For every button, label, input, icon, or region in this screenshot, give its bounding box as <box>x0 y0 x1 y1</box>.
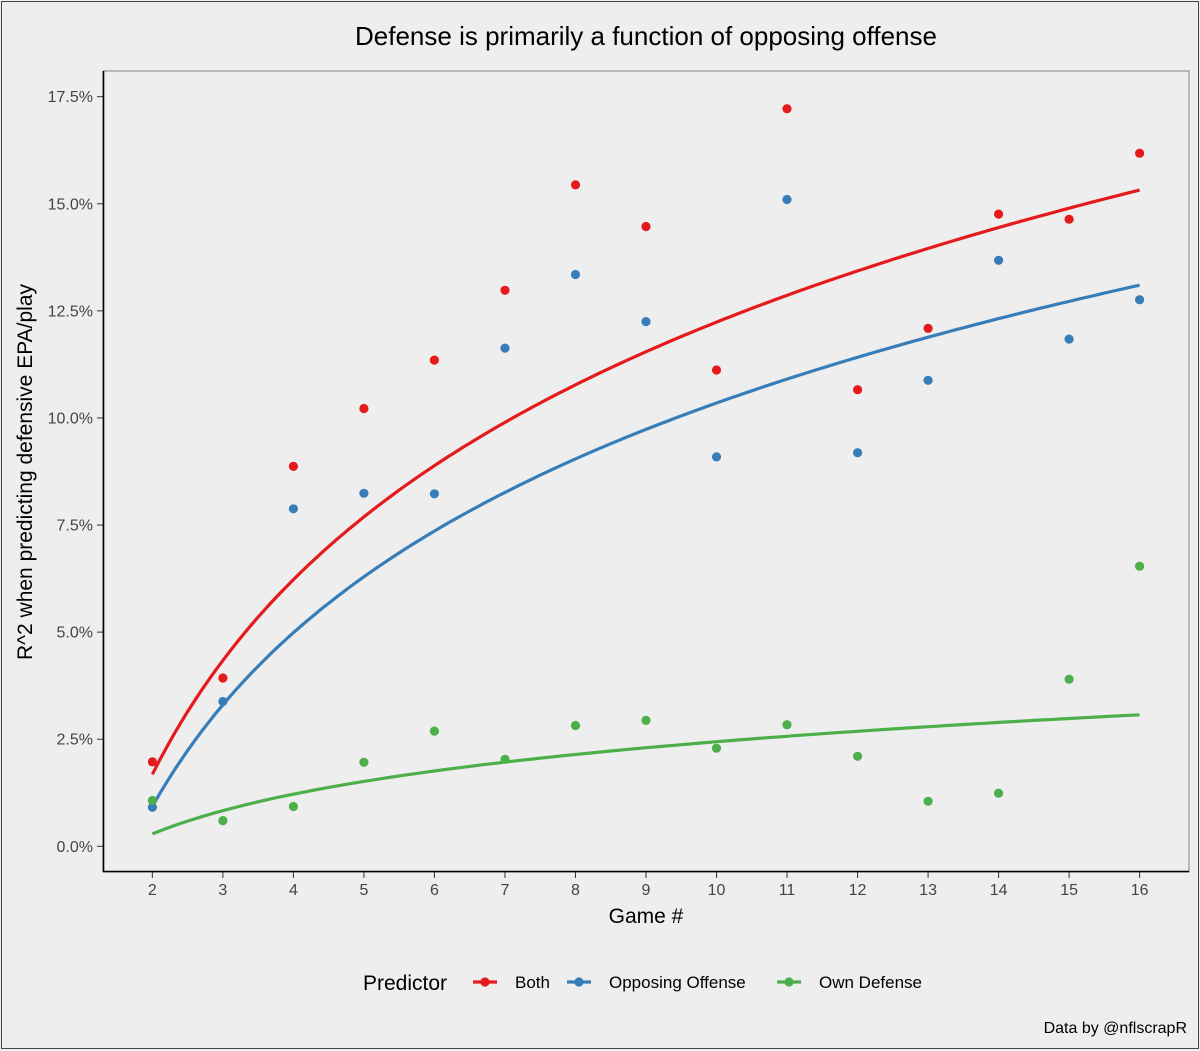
legend-key-point <box>480 977 490 987</box>
x-tick-label: 13 <box>919 882 937 899</box>
point-own-defense <box>853 751 863 761</box>
point-own-defense <box>359 757 369 767</box>
point-both <box>1064 214 1074 224</box>
legend-label: Both <box>515 973 550 992</box>
point-opposing-offense <box>147 802 157 812</box>
point-own-defense <box>218 816 228 826</box>
legend-key-point <box>574 977 584 987</box>
trend-line-own-defense <box>151 713 1140 836</box>
point-both <box>288 461 298 471</box>
point-opposing-offense <box>429 489 439 499</box>
legend-key-point <box>784 977 794 987</box>
x-tick-label: 15 <box>1060 882 1078 899</box>
point-both <box>923 323 933 333</box>
point-opposing-offense <box>782 194 792 205</box>
legend-label: Own Defense <box>819 973 922 992</box>
point-own-defense <box>1064 674 1074 684</box>
x-tick-label: 11 <box>779 882 796 899</box>
y-tick-label: 5.0% <box>57 625 93 642</box>
point-opposing-offense <box>853 448 863 458</box>
point-both <box>994 209 1004 219</box>
point-both <box>853 385 863 395</box>
point-both <box>570 180 581 190</box>
point-both <box>1135 148 1145 158</box>
x-tick-label: 5 <box>359 882 368 899</box>
x-tick-label: 2 <box>148 882 157 899</box>
point-own-defense <box>1135 561 1145 571</box>
point-both <box>500 285 510 295</box>
x-tick-label: 4 <box>289 882 298 899</box>
x-tick-label: 3 <box>218 882 227 899</box>
y-tick-label: 17.5% <box>48 89 93 106</box>
point-own-defense <box>288 801 298 812</box>
point-own-defense <box>641 715 651 726</box>
point-opposing-offense <box>288 504 298 514</box>
x-tick-label: 12 <box>849 882 867 899</box>
point-both <box>359 403 369 414</box>
point-both <box>782 104 792 114</box>
x-tick-label: 9 <box>642 882 651 899</box>
x-tick-label: 8 <box>571 882 580 899</box>
legend-label: Opposing Offense <box>609 973 746 992</box>
point-opposing-offense <box>218 696 228 707</box>
y-axis-title: R^2 when predicting defensive EPA/play <box>14 283 37 660</box>
point-both <box>711 365 722 375</box>
trend-line-opposing-offense <box>151 283 1140 808</box>
point-opposing-offense <box>711 452 722 462</box>
x-tick-label: 7 <box>501 882 510 899</box>
trend-lines <box>150 188 1140 836</box>
point-opposing-offense <box>994 255 1004 265</box>
point-own-defense <box>923 796 933 806</box>
point-own-defense <box>570 720 581 731</box>
x-axis-title: Game # <box>609 905 684 928</box>
x-tick-label: 10 <box>708 882 726 899</box>
point-opposing-offense <box>570 269 581 280</box>
point-opposing-offense <box>641 317 651 327</box>
point-both <box>147 757 157 767</box>
chart-title: Defense is primarily a function of oppos… <box>355 21 937 51</box>
point-both <box>429 355 439 365</box>
point-opposing-offense <box>359 488 369 498</box>
x-tick-label: 14 <box>990 882 1008 899</box>
x-tick-label: 6 <box>430 882 439 899</box>
point-own-defense <box>711 743 722 753</box>
legend-items: Both Opposing Offense Own Defense <box>473 973 922 992</box>
trend-line-both <box>150 188 1140 776</box>
legend: Predictor Both Opposing Offense Own Defens… <box>363 972 922 995</box>
data-points <box>147 104 1145 826</box>
point-opposing-offense <box>923 375 933 385</box>
point-own-defense <box>147 795 157 806</box>
point-own-defense <box>500 754 510 764</box>
y-tick-label: 12.5% <box>48 303 93 320</box>
point-opposing-offense <box>500 343 510 353</box>
point-opposing-offense <box>1135 295 1145 305</box>
x-axis-ticks: 2 3 4 5 6 7 8 9 10 11 12 13 14 15 16 <box>148 872 1149 899</box>
caption: Data by @nflscrapR <box>1044 1020 1187 1037</box>
legend-title: Predictor <box>363 972 447 995</box>
point-own-defense <box>782 720 792 730</box>
y-tick-label: 2.5% <box>57 732 93 749</box>
y-axis-ticks: 0.0% 2.5% 5.0% 7.5% 10.0% 12.5% 15.0% 17.5% <box>48 89 103 856</box>
y-tick-label: 7.5% <box>57 518 93 535</box>
point-opposing-offense <box>1064 334 1074 344</box>
x-tick-label: 16 <box>1131 882 1149 899</box>
y-tick-label: 10.0% <box>48 410 93 427</box>
point-both <box>641 221 651 232</box>
y-tick-label: 0.0% <box>57 839 93 856</box>
y-tick-label: 15.0% <box>48 196 93 213</box>
point-own-defense <box>994 788 1004 798</box>
point-own-defense <box>429 726 439 736</box>
point-both <box>218 673 228 683</box>
plot-panel <box>102 70 1190 873</box>
